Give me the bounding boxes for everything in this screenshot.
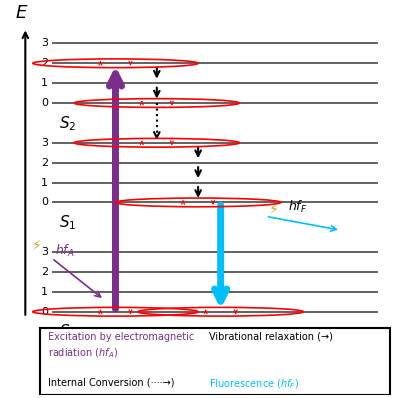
Text: ⚡: ⚡	[268, 203, 278, 217]
Text: $hf_F$: $hf_F$	[288, 199, 308, 215]
Text: ⚡: ⚡	[32, 239, 42, 253]
Text: 3: 3	[41, 138, 48, 148]
Text: $E$: $E$	[15, 4, 28, 21]
Text: 2: 2	[41, 158, 48, 168]
Text: $S_1$: $S_1$	[59, 213, 76, 232]
Text: $S_0$: $S_0$	[59, 323, 77, 341]
Text: $hf_A$: $hf_A$	[55, 243, 75, 259]
Text: Internal Conversion (····→): Internal Conversion (····→)	[48, 377, 174, 387]
Text: 3: 3	[41, 38, 48, 49]
Text: 1: 1	[41, 78, 48, 88]
Text: Vibrational relaxation (→): Vibrational relaxation (→)	[209, 332, 333, 341]
Text: 0: 0	[41, 307, 48, 317]
Text: 1: 1	[41, 287, 48, 297]
Text: 0: 0	[41, 197, 48, 207]
FancyBboxPatch shape	[40, 328, 390, 395]
Text: Excitation by electromagnetic
radiation ($hf_A$): Excitation by electromagnetic radiation …	[48, 332, 194, 360]
Text: Fluorescence ($hf_F$): Fluorescence ($hf_F$)	[209, 377, 300, 391]
Text: 0: 0	[41, 98, 48, 108]
Text: 3: 3	[41, 247, 48, 257]
Text: $S_2$: $S_2$	[59, 114, 76, 133]
Text: 2: 2	[41, 58, 48, 68]
Text: 1: 1	[41, 178, 48, 187]
Text: 2: 2	[41, 267, 48, 277]
